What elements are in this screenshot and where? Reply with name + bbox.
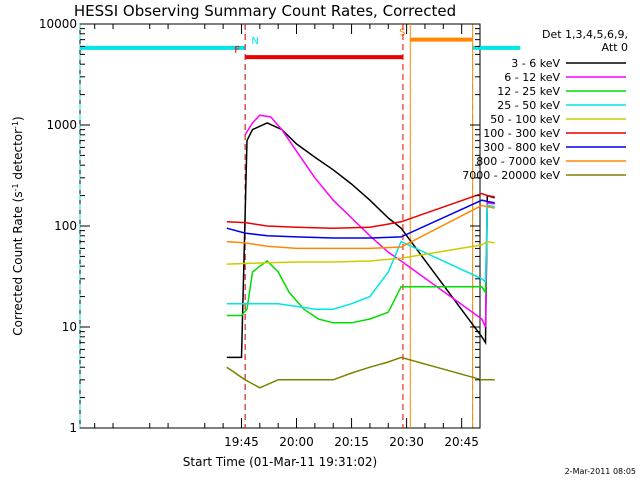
legend-header-detectors: Det 1,3,4,5,6,9,: [542, 28, 628, 41]
series-line-1: [244, 114, 495, 328]
legend-label-7: 800 - 7000 keV: [476, 155, 560, 168]
legend-label-6: 300 - 800 keV: [483, 141, 560, 154]
y-axis-label-mid: detector: [11, 129, 25, 184]
legend-label-3: 25 - 50 keV: [497, 99, 560, 112]
y-tick-label: 1000: [46, 118, 77, 132]
legend-header-attenuator: Att 0: [602, 41, 628, 54]
legend-label-8: 7000 - 20000 keV: [462, 169, 560, 182]
flag-label-F: F: [234, 45, 240, 56]
legend-label-0: 3 - 6 keV: [511, 57, 560, 70]
y-axis-label-main: Corrected Count Rate (s: [11, 191, 25, 335]
x-tick-label: 20:00: [279, 435, 314, 449]
flag-label-S: S: [399, 28, 405, 39]
ticks-layer: 1 10 100 1000 10000 19:45 20:00 20:15 20:30 20:45: [39, 17, 481, 449]
series-line-5: [226, 192, 495, 229]
series-line-2: [226, 204, 495, 324]
series-line-0: [226, 122, 495, 359]
generation-timestamp: 2-Mar-2011 08:05: [565, 467, 636, 476]
x-tick-label: 20:45: [444, 435, 479, 449]
series-line-3: [226, 204, 495, 310]
series-layer: [226, 114, 495, 389]
x-tick-label: 19:45: [224, 435, 259, 449]
series-line-8: [226, 356, 495, 389]
x-tick-label: 20:30: [389, 435, 424, 449]
chart-title: HESSI Observing Summary Count Rates, Cor…: [74, 2, 456, 20]
legend-label-2: 12 - 25 keV: [497, 85, 560, 98]
x-axis-label: Start Time (01-Mar-11 19:31:02): [183, 455, 377, 469]
series-line-4: [226, 240, 495, 265]
series-line-6: [226, 199, 495, 239]
y-axis-label-sup1: -1: [11, 183, 20, 191]
plot-area: NF S 1 10 100 1000 10000 19:45 20:00 20:15 20:30 2…: [39, 17, 521, 449]
y-tick-label: 10: [62, 320, 77, 334]
flags-layer: NF S: [79, 24, 521, 428]
y-tick-label: 100: [54, 219, 77, 233]
y-tick-label: 10000: [39, 17, 77, 31]
series-line-7: [226, 204, 495, 250]
y-axis-label-sup2: -1: [11, 121, 20, 129]
x-tick-label: 20:15: [334, 435, 369, 449]
legend-label-5: 100 - 300 keV: [483, 127, 560, 140]
y-axis-label: Corrected Count Rate (s-1 detector-1): [11, 116, 26, 335]
flag-label-N: N: [251, 36, 258, 47]
y-tick-label: 1: [69, 421, 77, 435]
y-axis-label-end: ): [11, 116, 25, 121]
legend-label-4: 50 - 100 keV: [490, 113, 560, 126]
legend-label-1: 6 - 12 keV: [504, 71, 560, 84]
